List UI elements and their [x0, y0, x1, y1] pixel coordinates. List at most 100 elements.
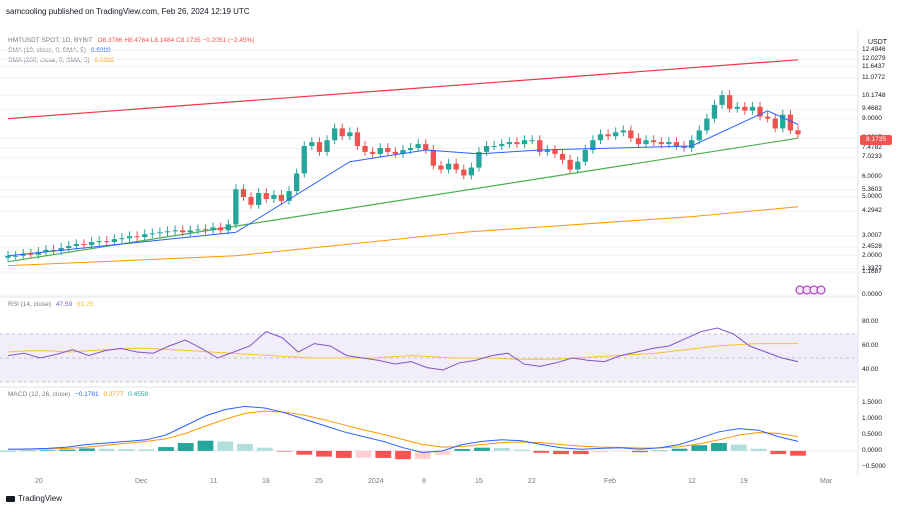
candle[interactable]: [286, 191, 292, 201]
macd-signal-line[interactable]: [8, 410, 799, 450]
macd-histogram-bar[interactable]: [671, 448, 688, 451]
candle[interactable]: [332, 128, 338, 141]
candle[interactable]: [734, 106, 740, 109]
candle[interactable]: [5, 255, 11, 258]
macd-histogram-bar[interactable]: [237, 443, 253, 451]
candle[interactable]: [635, 138, 642, 145]
candle[interactable]: [88, 242, 95, 245]
candle[interactable]: [704, 118, 710, 131]
macd-histogram-bar[interactable]: [197, 440, 214, 451]
candle[interactable]: [544, 150, 550, 152]
sma200-line[interactable]: [7, 206, 799, 267]
candle[interactable]: [362, 146, 368, 152]
candle[interactable]: [172, 230, 178, 232]
candle[interactable]: [20, 253, 26, 256]
macd-histogram-bar[interactable]: [651, 450, 668, 452]
candle[interactable]: [590, 140, 596, 150]
macd-histogram-bar[interactable]: [39, 450, 56, 451]
candle[interactable]: [278, 195, 285, 201]
rsi-ma-line[interactable]: [7, 343, 798, 360]
candle[interactable]: [233, 189, 239, 225]
candle[interactable]: [582, 150, 588, 162]
macd-histogram-bar[interactable]: [730, 444, 747, 451]
macd-histogram-bar[interactable]: [59, 449, 76, 451]
macd-histogram-bar[interactable]: [375, 450, 392, 458]
candle[interactable]: [187, 230, 193, 233]
candle[interactable]: [476, 151, 482, 168]
candle[interactable]: [347, 132, 353, 137]
macd-histogram-bar[interactable]: [79, 448, 95, 451]
candle[interactable]: [461, 169, 467, 176]
candle[interactable]: [149, 233, 155, 235]
candle[interactable]: [96, 241, 102, 243]
candle[interactable]: [294, 173, 300, 192]
candle[interactable]: [491, 146, 497, 147]
candle[interactable]: [521, 140, 528, 145]
candle[interactable]: [749, 106, 756, 111]
candle[interactable]: [392, 151, 398, 154]
candle[interactable]: [430, 150, 436, 166]
macd-histogram-bar[interactable]: [395, 450, 411, 460]
sma10-line[interactable]: [7, 110, 799, 257]
candle[interactable]: [407, 148, 414, 150]
candle[interactable]: [240, 189, 247, 197]
candle[interactable]: [605, 134, 611, 137]
candle[interactable]: [742, 106, 748, 111]
macd-histogram-bar[interactable]: [474, 447, 490, 451]
candle[interactable]: [628, 130, 634, 139]
tradingview-brand[interactable]: TradingView: [6, 494, 62, 503]
macd-legend[interactable]: MACD (12, 26, close) −0.1781 0.2777 0.45…: [8, 391, 151, 398]
candle[interactable]: [81, 244, 87, 245]
macd-histogram-bar[interactable]: [414, 450, 431, 459]
candle[interactable]: [104, 241, 110, 243]
macd-histogram-bar[interactable]: [355, 450, 372, 458]
candle[interactable]: [666, 142, 672, 145]
macd-histogram-bar[interactable]: [750, 448, 767, 451]
candle[interactable]: [499, 144, 505, 147]
candle[interactable]: [552, 150, 558, 154]
candle[interactable]: [673, 142, 680, 146]
candle[interactable]: [180, 230, 186, 233]
sma200-legend[interactable]: SMA (200, close, 0, SMA, 5) 6.0082: [8, 57, 117, 64]
candle[interactable]: [12, 255, 19, 257]
candle[interactable]: [772, 118, 778, 129]
macd-histogram-bar[interactable]: [19, 450, 36, 452]
macd-histogram-bar[interactable]: [711, 443, 727, 451]
candle[interactable]: [316, 142, 323, 152]
candle[interactable]: [271, 195, 277, 199]
macd-histogram-bar[interactable]: [434, 450, 451, 455]
candle[interactable]: [537, 140, 543, 152]
candle[interactable]: [453, 163, 459, 170]
candle[interactable]: [415, 144, 421, 148]
macd-histogram-bar[interactable]: [790, 450, 806, 456]
macd-histogram-bar[interactable]: [533, 450, 550, 453]
candle[interactable]: [119, 238, 125, 240]
candle[interactable]: [202, 229, 209, 231]
candle[interactable]: [210, 227, 216, 231]
candle[interactable]: [28, 253, 34, 255]
candle[interactable]: [354, 132, 361, 146]
macd-histogram-bar[interactable]: [98, 448, 115, 451]
candle[interactable]: [567, 159, 573, 170]
candle[interactable]: [597, 134, 604, 141]
macd-histogram-bar[interactable]: [553, 450, 569, 455]
candle[interactable]: [142, 234, 148, 238]
candle[interactable]: [50, 249, 57, 251]
candle[interactable]: [324, 140, 330, 152]
candle[interactable]: [218, 227, 224, 231]
candle[interactable]: [157, 232, 163, 234]
candle[interactable]: [696, 130, 702, 141]
candle[interactable]: [195, 229, 201, 231]
candle[interactable]: [423, 144, 429, 150]
macd-histogram-bar[interactable]: [632, 450, 648, 453]
candle[interactable]: [225, 224, 231, 231]
candle[interactable]: [263, 193, 269, 199]
candle[interactable]: [43, 249, 49, 252]
macd-histogram-bar[interactable]: [454, 449, 471, 451]
candle[interactable]: [445, 163, 452, 170]
candle[interactable]: [58, 248, 64, 251]
resistance-trendline[interactable]: [7, 59, 799, 120]
macd-histogram-bar[interactable]: [513, 449, 530, 451]
macd-histogram-bar[interactable]: [158, 447, 174, 451]
